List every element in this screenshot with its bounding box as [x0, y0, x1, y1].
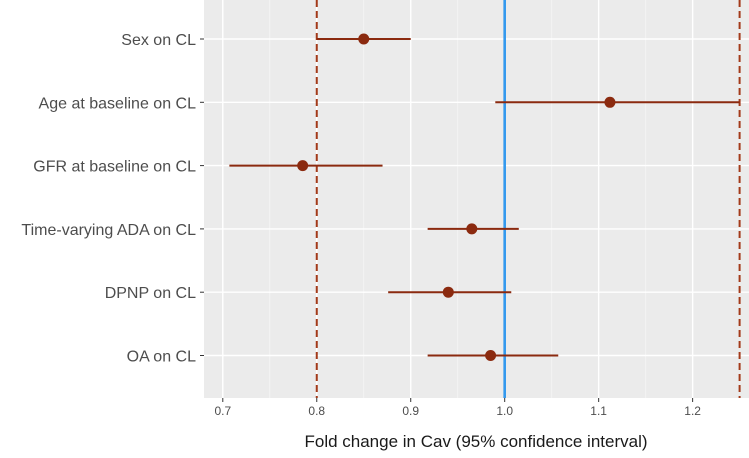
point-estimates	[297, 33, 616, 361]
y-tick-label: GFR at baseline on CL	[33, 159, 196, 176]
x-tick-label: 0.8	[308, 404, 325, 418]
x-tick-label: 0.9	[402, 404, 419, 418]
y-tick-label: DPNP on CL	[105, 285, 196, 302]
point-estimate	[604, 96, 616, 108]
y-axis-labels: Sex on CL Age at baseline on CL GFR at bas…	[21, 32, 196, 366]
x-axis-title: Fold change in Cav (95% confidence inter…	[304, 432, 647, 451]
minor-gridlines	[269, 0, 647, 398]
x-tick-label: 0.7	[214, 404, 231, 418]
y-tick-label: Time-varying ADA on CL	[21, 222, 196, 239]
y-tick-label: Sex on CL	[121, 32, 196, 49]
point-estimate	[442, 286, 454, 298]
y-axis-ticks	[200, 38, 204, 356]
point-estimate	[358, 33, 370, 45]
x-tick-label: 1.2	[684, 404, 701, 418]
x-axis-labels: 0.7 0.8 0.9 1.0 1.1 1.2	[214, 404, 701, 418]
y-tick-label: OA on CL	[127, 349, 196, 366]
x-axis-ticks	[222, 398, 694, 402]
y-tick-label: Age at baseline on CL	[39, 95, 197, 112]
x-tick-label: 1.1	[590, 404, 607, 418]
x-tick-label: 1.0	[496, 404, 513, 418]
point-estimate	[466, 223, 478, 235]
bound-lines	[315, 0, 741, 398]
point-estimate	[485, 350, 497, 361]
point-estimate	[297, 160, 309, 172]
plot-panel	[204, 0, 749, 398]
